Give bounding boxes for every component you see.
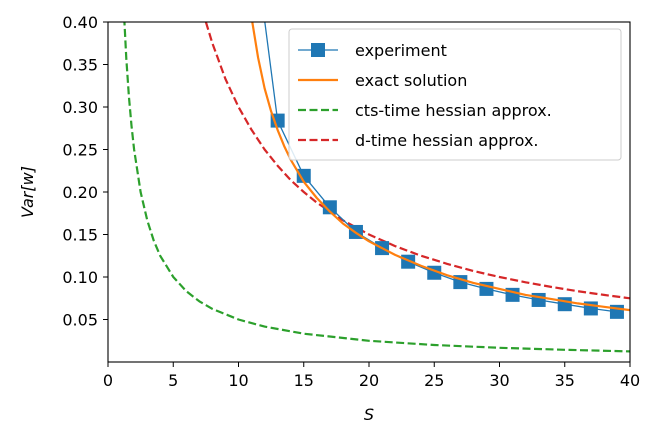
y-tick-label: 0.20	[62, 183, 98, 202]
y-tick-label: 0.35	[62, 56, 98, 75]
series-line-3	[204, 22, 630, 300]
legend-label-2: cts-time hessian approx.	[355, 101, 552, 120]
experiment-marker	[557, 297, 572, 312]
x-tick-label: 20	[359, 371, 379, 390]
x-tick-label: 0	[103, 371, 113, 390]
legend-frame	[288, 28, 622, 161]
x-tick-label: 35	[555, 371, 575, 390]
y-tick-label: 0.10	[62, 268, 98, 287]
legend-marker-0	[311, 43, 325, 57]
axis-ticks: 0 5 10 15 20 25 30 35 40 0.05 0.10 0.15 0.20 0.25 0.30…	[62, 13, 640, 390]
x-tick-label: 15	[294, 371, 314, 390]
experiment-marker	[296, 168, 311, 183]
legend: experiment exact solution cts-time hessian…	[288, 28, 622, 161]
x-tick-label: 25	[424, 371, 444, 390]
series-line-2	[123, 22, 630, 353]
experiment-marker	[322, 200, 337, 215]
legend-label-0: experiment	[355, 41, 447, 60]
y-tick-label: 0.25	[62, 141, 98, 160]
y-tick-label: 0.30	[62, 98, 98, 117]
legend-label-3: d-time hessian approx.	[355, 131, 539, 150]
series-line-1	[251, 22, 630, 312]
x-tick-label: 30	[489, 371, 509, 390]
x-tick-label: 5	[168, 371, 178, 390]
y-axis-label: Var[w]	[18, 166, 37, 218]
series-layer	[123, 22, 630, 353]
y-tick-label: 0.05	[62, 311, 98, 330]
y-tick-label: 0.40	[62, 13, 98, 32]
x-tick-label: 10	[228, 371, 248, 390]
x-axis-label: S	[364, 405, 374, 424]
x-tick-label: 40	[620, 371, 640, 390]
legend-label-1: exact solution	[355, 71, 467, 90]
y-tick-label: 0.15	[62, 226, 98, 245]
experiment-marker	[531, 292, 546, 307]
